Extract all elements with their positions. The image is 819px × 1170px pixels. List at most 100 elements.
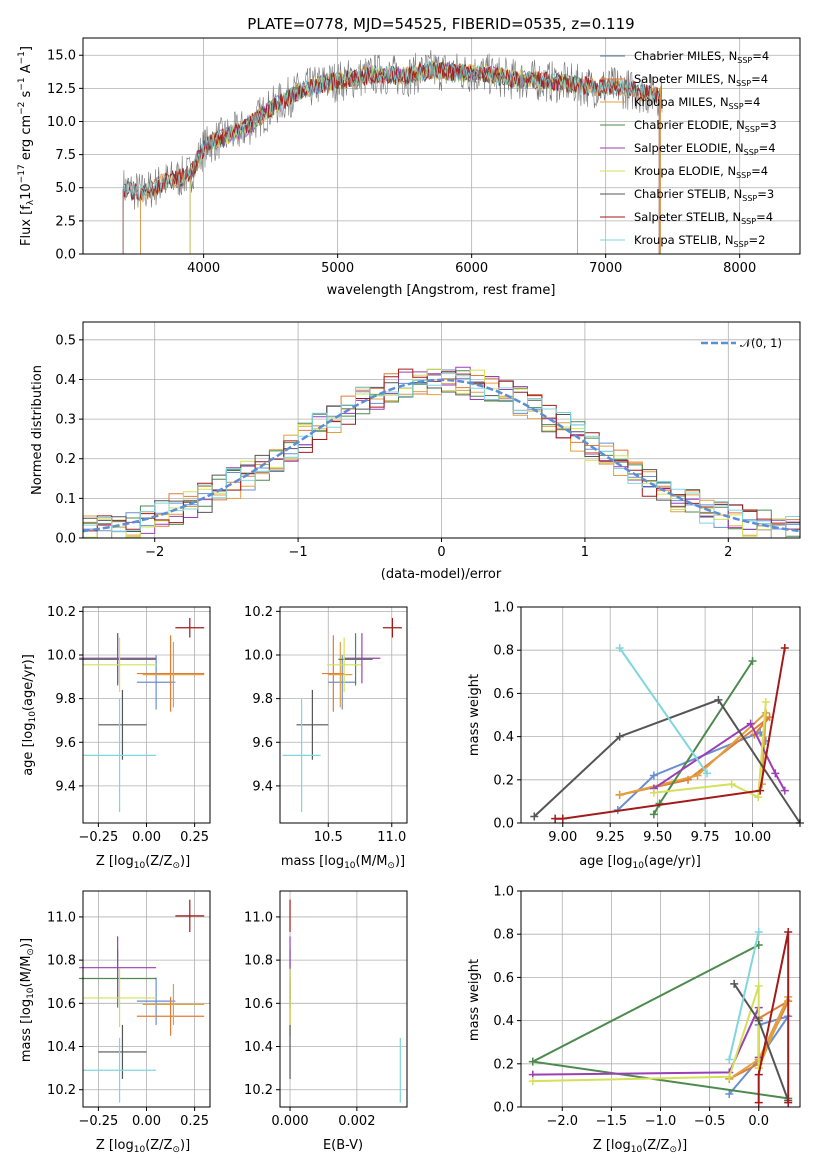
spectrum-panel: PLATE=0778, MJD=54525, FIBERID=0535, z=0…: [17, 15, 801, 298]
weight-Z-marker: [784, 928, 793, 937]
mass-ebv-ytick-label: 11.0: [244, 910, 273, 925]
spectrum-model-line: [140, 63, 661, 254]
weight-age-ytick-label: 0.6: [493, 687, 514, 702]
weight-age-xlabel: age [log10(age/yr)]: [579, 854, 701, 871]
weight-age-marker: [746, 719, 755, 728]
spectrum-frame: [82, 37, 801, 255]
age-Z-ylabel: age [log10(age/yr)]: [21, 654, 38, 776]
weight-age-marker: [756, 786, 765, 795]
spectrum-legend: Chabrier MILES, NSSP=4 Salpeter MILES, NS…: [600, 49, 777, 249]
histogram-ytick-label: 0.1: [55, 492, 76, 507]
legend-label: Chabrier ELODIE, NSSP=3: [634, 118, 777, 134]
weight-Z-ytick-label: 0.0: [493, 1101, 514, 1116]
age-Z-frame: [82, 606, 211, 824]
age-Z-ytick-label: 9.6: [55, 736, 76, 751]
mass-Z-xtick-label: 0.25: [180, 1114, 209, 1129]
age-mass-ytick-label: 9.8: [252, 692, 273, 707]
mass-Z-ytick-label: 11.0: [47, 910, 76, 925]
histogram-xtick-label: −1: [289, 545, 308, 560]
histogram-ytick-label: 0.2: [55, 452, 76, 467]
age-Z-ytick-label: 9.8: [55, 692, 76, 707]
spectrum-ytick-label: 7.5: [55, 148, 76, 163]
spectrum-series: [122, 49, 663, 255]
weight-Z-xtick-label: −0.5: [694, 1114, 726, 1129]
weight-Z-marker: [725, 1055, 734, 1064]
weight-Z-marker: [725, 1072, 734, 1081]
legend-label: Chabrier MILES, NSSP=4: [634, 49, 769, 65]
legend-label: Salpeter MILES, NSSP=4: [634, 72, 768, 88]
weight-Z-ytick-label: 0.4: [493, 1014, 514, 1029]
spectrum-xtick-label: 4000: [187, 261, 220, 276]
mass-Z-ytick-label: 10.4: [47, 1040, 76, 1055]
histogram-ylabel: Normed distribution: [30, 365, 45, 495]
mass-Z-ylabel: mass [log10(M/M⊙)]: [19, 938, 36, 1062]
weight-age-marker: [558, 814, 567, 823]
weight-age-marker: [727, 780, 736, 789]
mass-ebv-ytick-label: 10.4: [244, 1040, 273, 1055]
age-Z-xlabel: Z [log10(Z/Z⊙)]: [96, 854, 190, 871]
weight-age-marker: [649, 771, 658, 780]
mass-vs-ebv-panel: 0.000 0.002 10.2 10.4 10.6 10.8 11.0: [244, 890, 408, 1129]
histogram-xtick-label: −2: [145, 545, 164, 560]
histogram-frame: [82, 321, 801, 539]
weight-Z-marker: [528, 1077, 537, 1086]
mass-Z-ytick-label: 10.2: [47, 1083, 76, 1098]
weight-Z-marker: [754, 982, 763, 991]
weight-age-marker: [761, 698, 770, 707]
weight-Z-xtick-label: 0.0: [748, 1114, 769, 1129]
weight-age-marker: [748, 657, 757, 665]
weight-age-xtick-label: 10.00: [734, 830, 771, 845]
histogram-ytick-label: 0.0: [55, 532, 76, 547]
histogram-step: [83, 380, 800, 532]
mass-Z-xtick-label: −0.25: [78, 1114, 118, 1129]
spectrum-grid: 4000 5000 6000 7000 8000 0.0 2.5 5.0 7.5 10.0 12.5…: [47, 38, 800, 276]
spectrum-ytick-label: 2.5: [55, 214, 76, 229]
histogram-xtick-label: 2: [724, 545, 732, 560]
mass-vs-Z-panel: −0.25 0.00 0.25 10.2 10.4 10.6 10.8 11.0: [47, 890, 211, 1129]
age-mass-ytick-label: 9.6: [252, 736, 273, 751]
weight-age-ytick-label: 0.4: [493, 730, 514, 745]
weight-Z-marker: [754, 1070, 763, 1079]
weight-Z-ylabel: mass weight: [467, 959, 482, 1041]
mass-Z-xtick-label: 0.00: [132, 1114, 161, 1129]
mass-ebv-frame: [279, 890, 408, 1108]
spectrum-xtick-label: 7000: [589, 261, 622, 276]
weight-Z-marker: [528, 1057, 537, 1066]
mass-Z-xlabel: Z [log10(Z/Z⊙)]: [96, 1138, 190, 1155]
spectrum-ytick-label: 5.0: [55, 181, 76, 196]
legend-label: Chabrier STELIB, NSSP=3: [634, 187, 774, 203]
weight-Z-xtick-label: −1.5: [596, 1114, 628, 1129]
weight-Z-line: [532, 985, 760, 1083]
spectrum-title: PLATE=0778, MJD=54525, FIBERID=0535, z=0…: [247, 15, 634, 33]
mass-Z-ytick-label: 10.8: [47, 954, 76, 969]
age-mass-xlabel: mass [log10(M/M⊙)]: [281, 854, 405, 871]
weight-Z-line: [757, 931, 790, 1103]
age-Z-ytick-label: 10.2: [47, 605, 76, 620]
spectrum-ytick-label: 15.0: [47, 49, 76, 64]
weight-Z-ytick-label: 0.6: [493, 971, 514, 986]
histogram-ytick-label: 0.5: [55, 333, 76, 348]
weight-age-xtick-label: 9.25: [596, 830, 625, 845]
weight-age-xtick-label: 9.50: [643, 830, 672, 845]
age-Z-ytick-label: 10.0: [47, 649, 76, 664]
age-Z-xtick-label: −0.25: [78, 830, 118, 845]
age-vs-Z-panel: −0.25 0.00 0.25 9.4 9.6 9.8 10.0 10.2: [47, 605, 211, 845]
legend-label: Salpeter STELIB, NSSP=4: [634, 210, 773, 226]
residual-histogram-panel: −2 −1 0 1 2 0.0 0.1 0.2 0.3 0.4 0.5 𝒩(0, 1) (data-…: [30, 321, 801, 582]
weight-Z-line: [532, 1007, 760, 1076]
mass-ebv-ytick-label: 10.2: [244, 1083, 273, 1098]
weight-age-marker: [551, 814, 560, 823]
weight-age-xtick-label: 9.75: [691, 830, 720, 845]
spectrum-model-line: [140, 62, 661, 254]
weight-age-marker: [693, 771, 702, 780]
spectrum-ylabel: Flux [fλ10−17 erg cm−2 s−1 A−1]: [17, 46, 36, 246]
weight-age-marker: [703, 769, 711, 778]
weight-age-marker: [754, 793, 763, 802]
weight-age-marker: [615, 732, 624, 741]
weight-age-marker: [649, 788, 658, 797]
weight-Z-marker: [784, 1098, 793, 1107]
weight-Z-marker: [754, 928, 763, 937]
weight-age-marker: [771, 769, 780, 778]
weight-Z-xlabel: Z [log10(Z/Z⊙)]: [593, 1138, 687, 1155]
